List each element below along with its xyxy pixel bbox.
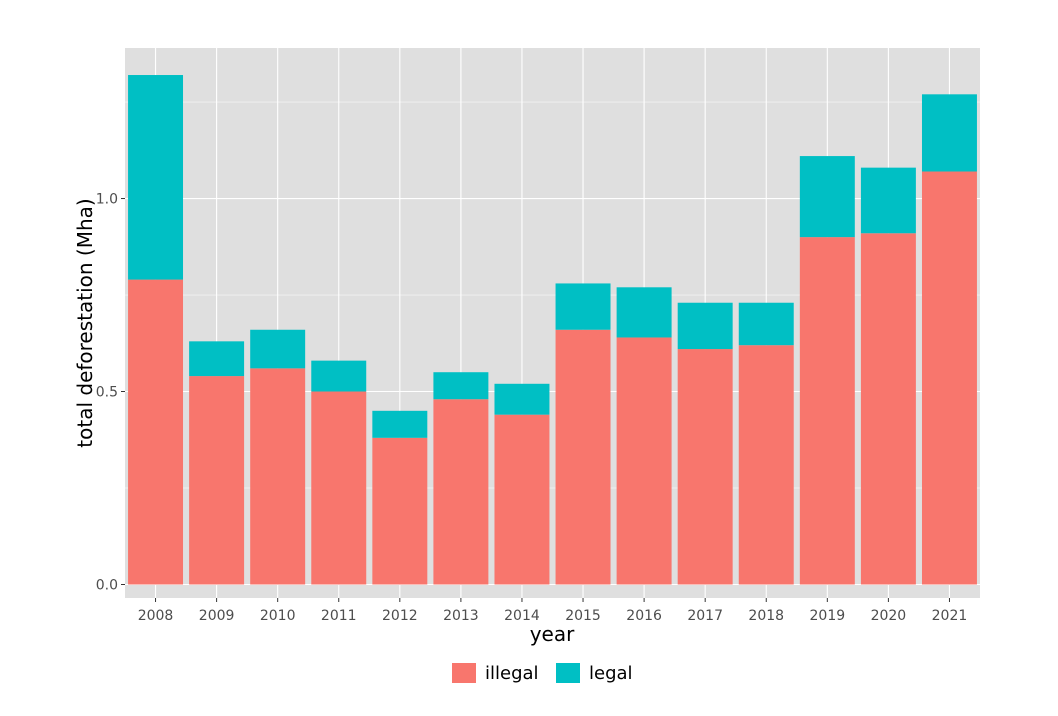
bar-legal-2012 xyxy=(372,410,428,438)
x-tick-label: 2021 xyxy=(932,608,968,624)
bar-legal-2019 xyxy=(799,156,855,238)
bar-illegal-2016 xyxy=(616,337,672,585)
legend-key-illegal xyxy=(452,663,476,683)
x-tick-label: 2012 xyxy=(382,608,418,624)
bar-legal-2011 xyxy=(311,360,367,392)
y-tick-label: 1.0 xyxy=(96,192,118,208)
bar-legal-2021 xyxy=(921,94,977,172)
x-tick-label: 2013 xyxy=(443,608,479,624)
y-tick-label: 0.0 xyxy=(96,577,118,593)
x-tick-label: 2020 xyxy=(871,608,907,624)
x-tick-label: 2010 xyxy=(260,608,296,624)
bar-illegal-2013 xyxy=(433,399,489,585)
bar-legal-2018 xyxy=(738,302,794,346)
y-axis-ticks: 0.0 0.5 1.0 xyxy=(96,192,125,593)
legend-label-illegal: illegal xyxy=(485,663,539,684)
x-axis-title: year xyxy=(530,622,575,646)
y-axis-title: total deforestation (Mha) xyxy=(73,198,97,447)
x-tick-label: 2014 xyxy=(504,608,540,624)
x-tick-label: 2008 xyxy=(138,608,174,624)
x-tick-label: 2015 xyxy=(565,608,601,624)
bar-illegal-2009 xyxy=(189,376,245,585)
x-tick-label: 2009 xyxy=(199,608,235,624)
bar-illegal-2017 xyxy=(677,349,733,585)
bar-illegal-2020 xyxy=(860,233,916,585)
bar-illegal-2008 xyxy=(128,279,184,585)
bar-legal-2016 xyxy=(616,287,672,338)
bar-illegal-2021 xyxy=(921,171,977,585)
bar-legal-2009 xyxy=(189,341,245,377)
x-tick-label: 2011 xyxy=(321,608,357,624)
legend: illegal legal xyxy=(452,663,633,684)
bar-illegal-2019 xyxy=(799,237,855,585)
x-axis-ticks: 2008 2009 2010 2011 2012 2013 2014 2015 2016 2017… xyxy=(138,598,968,624)
bar-legal-2015 xyxy=(555,283,611,330)
bar-illegal-2011 xyxy=(311,391,367,585)
bar-illegal-2018 xyxy=(738,345,794,585)
x-tick-label: 2019 xyxy=(810,608,846,624)
bar-legal-2020 xyxy=(860,167,916,234)
bar-legal-2014 xyxy=(494,383,550,415)
bar-legal-2017 xyxy=(677,302,733,350)
x-tick-label: 2018 xyxy=(748,608,784,624)
x-tick-label: 2017 xyxy=(687,608,723,624)
bar-legal-2008 xyxy=(128,75,184,280)
y-tick-label: 0.5 xyxy=(96,385,118,401)
bar-illegal-2015 xyxy=(555,329,611,585)
bar-illegal-2010 xyxy=(250,368,306,585)
bar-legal-2013 xyxy=(433,372,489,400)
bars xyxy=(128,75,977,585)
bar-illegal-2012 xyxy=(372,437,428,585)
bar-illegal-2014 xyxy=(494,414,550,585)
x-tick-label: 2016 xyxy=(626,608,662,624)
legend-label-legal: legal xyxy=(589,663,633,684)
legend-key-legal xyxy=(556,663,580,683)
bar-legal-2010 xyxy=(250,329,306,369)
